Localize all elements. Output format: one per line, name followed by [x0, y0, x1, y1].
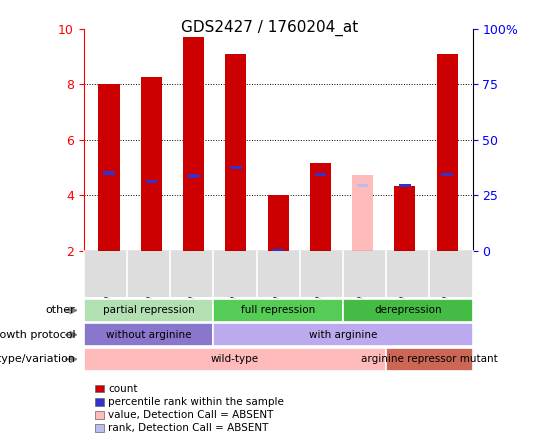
- Bar: [441, 173, 453, 176]
- Text: arginine repressor mutant: arginine repressor mutant: [361, 354, 498, 364]
- Text: with arginine: with arginine: [309, 330, 377, 340]
- Bar: [141, 77, 162, 251]
- Text: other: other: [46, 305, 76, 315]
- Bar: [103, 171, 115, 175]
- Text: wild-type: wild-type: [211, 354, 259, 364]
- Text: genotype/variation: genotype/variation: [0, 354, 76, 364]
- Text: without arginine: without arginine: [106, 330, 191, 340]
- Bar: [315, 173, 326, 176]
- Bar: [272, 249, 284, 253]
- Bar: [394, 186, 415, 251]
- Text: GDS2427 / 1760204_at: GDS2427 / 1760204_at: [181, 20, 359, 36]
- Bar: [357, 184, 368, 187]
- Text: count: count: [108, 384, 138, 393]
- Bar: [98, 84, 120, 251]
- Text: growth protocol: growth protocol: [0, 330, 76, 340]
- Bar: [230, 166, 242, 170]
- Bar: [310, 163, 331, 251]
- Bar: [399, 184, 411, 187]
- Text: partial repression: partial repression: [103, 305, 194, 315]
- Bar: [436, 54, 458, 251]
- Text: value, Detection Call = ABSENT: value, Detection Call = ABSENT: [108, 410, 273, 420]
- Text: percentile rank within the sample: percentile rank within the sample: [108, 397, 284, 407]
- Bar: [267, 195, 289, 251]
- Text: full repression: full repression: [241, 305, 315, 315]
- Text: rank, Detection Call = ABSENT: rank, Detection Call = ABSENT: [108, 424, 268, 433]
- Bar: [225, 54, 246, 251]
- Text: derepression: derepression: [374, 305, 442, 315]
- Bar: [145, 180, 157, 183]
- Bar: [352, 174, 373, 251]
- Bar: [188, 174, 199, 178]
- Bar: [183, 37, 204, 251]
